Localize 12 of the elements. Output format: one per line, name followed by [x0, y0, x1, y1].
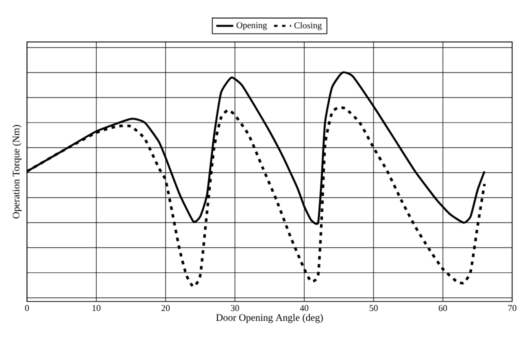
legend-label: Opening: [236, 22, 267, 30]
x-tick-label: 50: [370, 304, 378, 311]
x-tick-label: 60: [438, 304, 448, 311]
x-tick-label: 20: [162, 304, 170, 311]
x-axis-title: Door Opening Angle (deg): [216, 314, 323, 323]
y-axis-title: Operation Torque (Nm): [12, 124, 22, 218]
x-tick-label: 40: [300, 304, 308, 311]
x-tick-label: 10: [92, 304, 100, 311]
x-tick-label: 0: [25, 304, 29, 311]
x-tick-label: 70: [508, 304, 516, 311]
legend-label: Closing: [294, 22, 322, 30]
x-tick-label: 30: [230, 304, 240, 311]
